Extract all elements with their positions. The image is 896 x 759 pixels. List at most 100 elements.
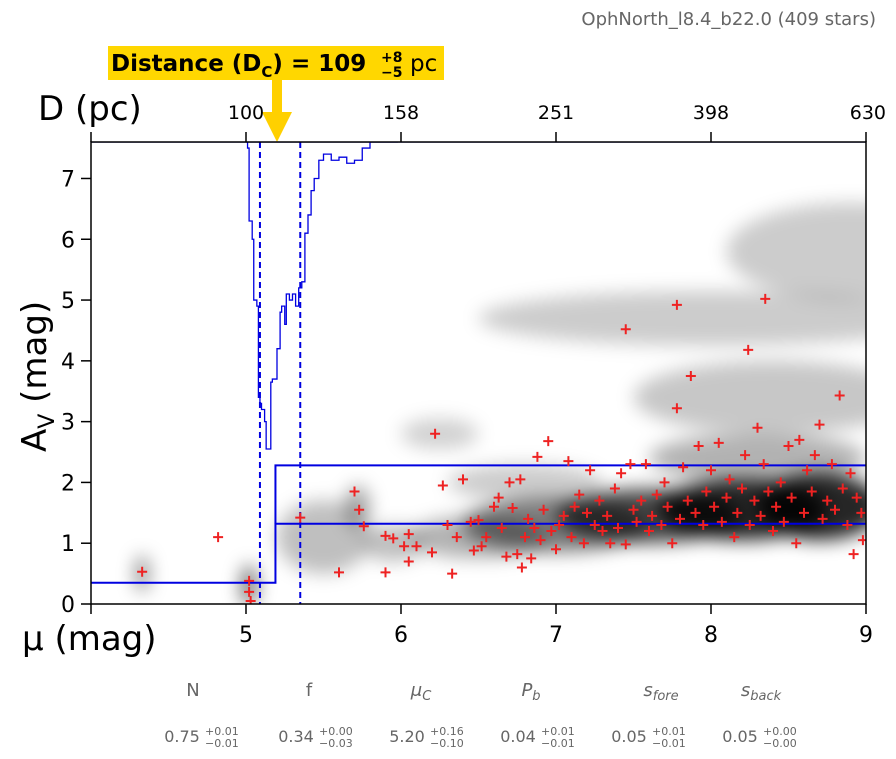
star-marker (574, 489, 585, 500)
star-marker (458, 474, 468, 485)
y-tick-label: 2 (61, 471, 75, 496)
star-marker (682, 495, 693, 506)
star-marker (662, 501, 673, 512)
y-tick-label: 3 (61, 411, 75, 436)
star-marker (856, 507, 866, 518)
param-plus: +0.00 (763, 725, 797, 738)
star-marker (602, 510, 613, 521)
distance-unit: pc (410, 51, 437, 77)
param-name: f (306, 680, 313, 701)
star-marker (724, 474, 735, 485)
top-axis-label: D (pc) (38, 89, 142, 129)
star-marker (826, 459, 837, 470)
density-map (135, 202, 866, 604)
y-tick-label: 4 (61, 350, 75, 375)
y-axis-label-unit: (mag) (15, 301, 55, 414)
star-marker (814, 419, 825, 430)
param-plus: +0.01 (205, 725, 239, 738)
star-marker (620, 539, 631, 550)
star-marker (213, 532, 224, 543)
param-plus: +0.16 (430, 725, 464, 738)
param-name: Pb (521, 680, 540, 704)
star-marker (830, 504, 840, 515)
star-marker (535, 535, 546, 546)
star-marker (758, 459, 769, 470)
star-marker (737, 483, 747, 494)
y-axis: 0 1 2 3 4 5 6 7 (61, 167, 91, 618)
param-minus: −0.03 (319, 737, 353, 750)
star-marker (411, 541, 422, 552)
star-marker (427, 547, 437, 558)
star-marker (675, 513, 685, 524)
star-marker (501, 551, 512, 562)
y-tick-label: 5 (61, 289, 75, 314)
star-marker (582, 507, 592, 518)
star-marker (713, 437, 724, 448)
star-marker (693, 440, 704, 451)
extinction-model-line (91, 522, 866, 584)
star-marker (566, 532, 577, 543)
star-marker (334, 567, 344, 578)
star-marker (589, 519, 600, 530)
star-marker (244, 575, 255, 586)
param-value: 0.34 (278, 727, 314, 746)
star-marker (504, 477, 515, 488)
star-marker (768, 526, 778, 537)
param-plus: +0.01 (652, 725, 686, 738)
star-marker (295, 512, 306, 523)
distance-plus: +8 (381, 50, 402, 66)
star-marker (380, 530, 391, 541)
y-tick-label: 7 (61, 167, 75, 192)
star-marker (358, 521, 369, 532)
density-blob-15 (649, 433, 866, 483)
star-marker (538, 504, 549, 515)
star-marker (706, 465, 716, 476)
star-marker (716, 516, 727, 527)
x-axis: 5 6 7 8 9 (90, 604, 873, 648)
star-marker (837, 483, 848, 494)
y-axis-label: A (15, 429, 55, 452)
param-plus: +0.01 (541, 725, 575, 738)
top-tick-label: 100 (228, 102, 264, 124)
star-marker (857, 535, 866, 546)
star-marker (822, 495, 833, 506)
param-name: sfore (643, 680, 678, 704)
star-marker (740, 450, 751, 461)
star-marker (451, 532, 462, 543)
plot-frame (90, 141, 867, 605)
param-value: 5.20 (389, 727, 425, 746)
chart-title: OphNorth_l8.4_b22.0 (409 stars) (581, 9, 876, 30)
star-marker (609, 483, 620, 494)
star-marker (554, 519, 565, 530)
extinction-upper-line (274, 464, 866, 524)
star-marker (656, 519, 667, 530)
star-marker (512, 549, 523, 560)
x-tick-label: 5 (239, 623, 253, 648)
star-marker (244, 586, 255, 597)
y-axis-label-sub: V (35, 414, 60, 429)
star-marker (783, 440, 794, 451)
star-marker (771, 501, 782, 512)
param-minus: −0.00 (763, 737, 797, 750)
param-value: 0.05 (722, 727, 758, 746)
star-marker (620, 324, 631, 335)
star-marker (578, 538, 589, 549)
star-marker (701, 486, 712, 497)
star-marker (809, 450, 820, 461)
star-marker (543, 436, 554, 447)
x-axis-label: μ (mag) (22, 619, 157, 659)
param-name: sback (741, 680, 782, 704)
star-marker (631, 516, 642, 527)
star-marker (613, 523, 623, 534)
star-marker (594, 495, 605, 506)
star-marker (644, 526, 654, 537)
star-marker (403, 556, 414, 567)
star-marker (507, 502, 518, 513)
star-marker (749, 495, 760, 506)
star-marker (349, 486, 360, 497)
star-marker (493, 492, 504, 503)
distance-badge: Distance (DC) = 109 +8 −5 pc (108, 46, 444, 81)
star-marker (667, 538, 678, 549)
star-marker (558, 510, 569, 521)
